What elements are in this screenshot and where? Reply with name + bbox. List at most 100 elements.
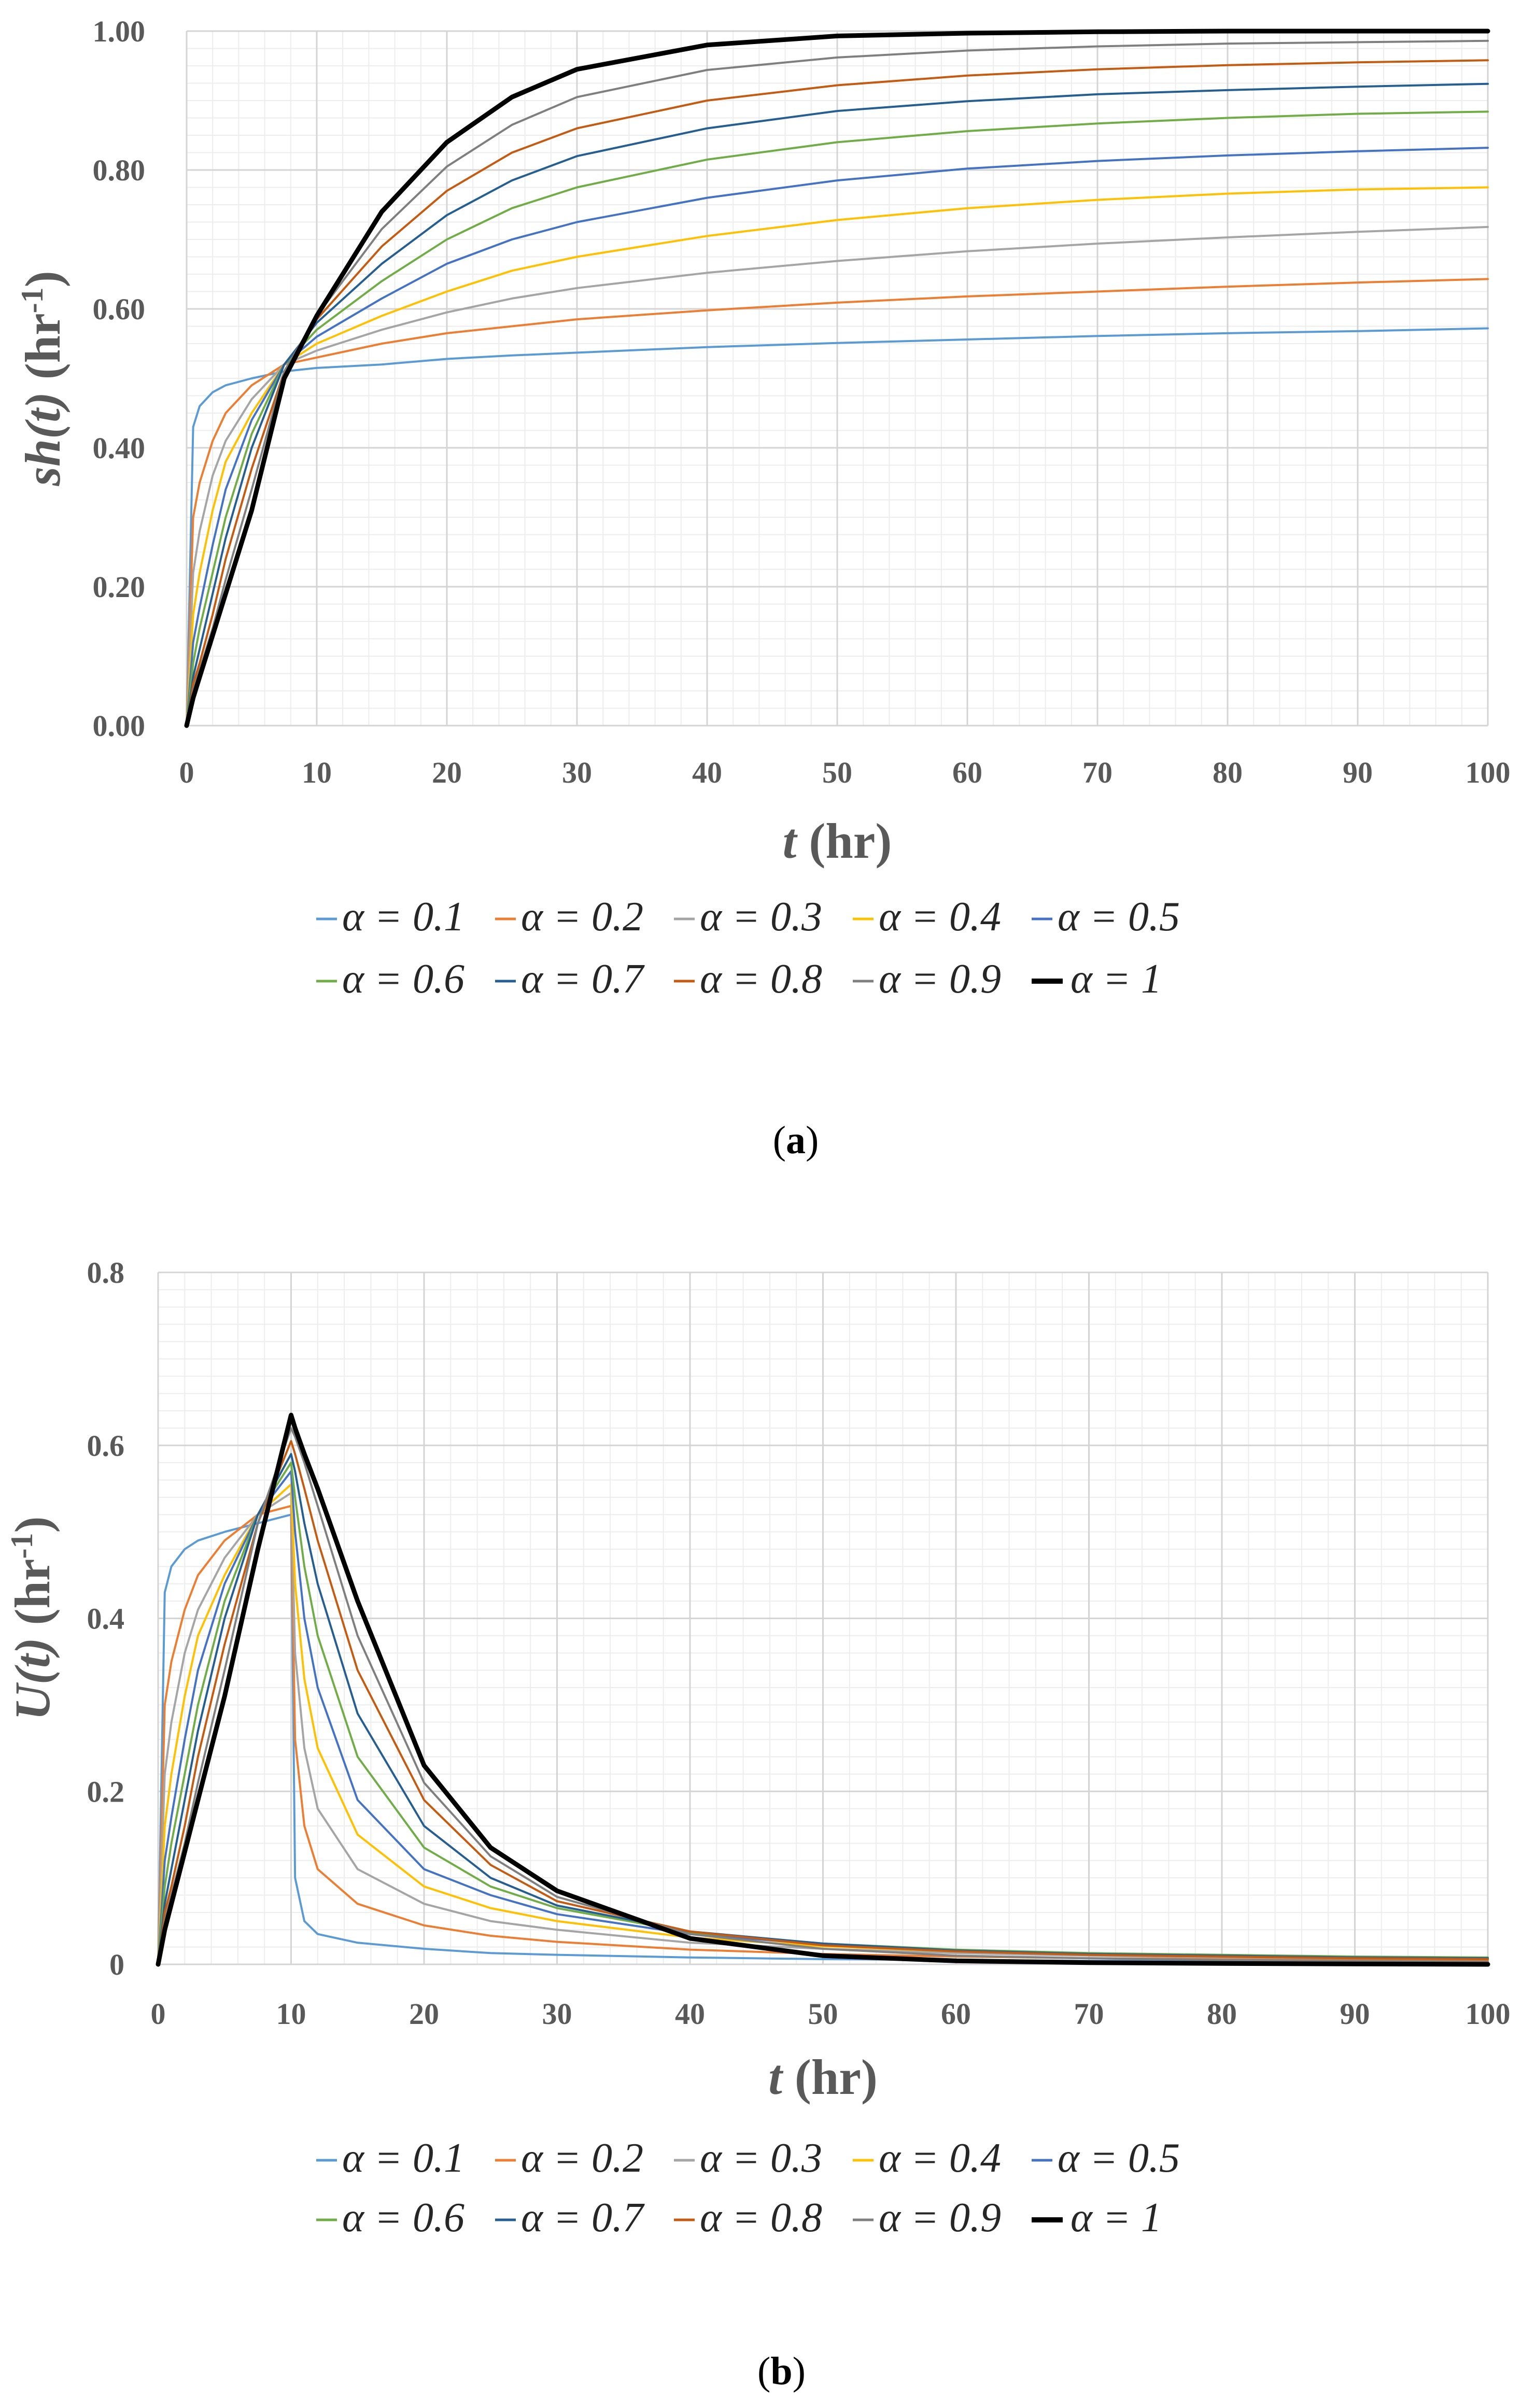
series-line-8 bbox=[157, 1440, 1489, 1965]
legend-label: α = 0.1 bbox=[342, 894, 464, 940]
x-tick-label: 0 bbox=[179, 756, 194, 789]
x-tick-label: 30 bbox=[562, 756, 592, 789]
y-axis-title: U(t) (hr-1) bbox=[5, 1517, 60, 1721]
legend-label: α = 0.7 bbox=[521, 956, 645, 1002]
x-tick-label: 0 bbox=[151, 1997, 166, 2031]
y-tick-label: 0 bbox=[109, 1948, 124, 1981]
legend-label: α = 0.4 bbox=[879, 2135, 1001, 2181]
x-tick-label: 10 bbox=[302, 756, 332, 789]
legend-item: α = 0.4 bbox=[853, 894, 1001, 940]
legend-item: α = 1 bbox=[1032, 956, 1162, 1002]
legend-label: α = 0.3 bbox=[700, 894, 822, 940]
legend-label: α = 0.6 bbox=[342, 956, 464, 1002]
y-tick-label: 0.20 bbox=[93, 570, 146, 604]
series-line-9 bbox=[157, 1427, 1489, 1965]
legend-label: α = 1 bbox=[1071, 956, 1162, 1002]
x-tick-label: 90 bbox=[1340, 1997, 1370, 2031]
x-tick-label: 60 bbox=[952, 756, 982, 789]
y-tick-label: 0.80 bbox=[93, 153, 146, 187]
legend: α = 0.1 α = 0.2 α = 0.3 α = 0.4 α = 0.5 α = 0… bbox=[316, 2135, 1180, 2241]
legend-item: α = 0.9 bbox=[853, 2195, 1001, 2241]
legend-label: α = 0.5 bbox=[1058, 2135, 1180, 2181]
legend-label: α = 0.9 bbox=[879, 956, 1001, 1002]
legend-item: α = 0.8 bbox=[674, 956, 822, 1002]
series-line-3 bbox=[186, 225, 1489, 727]
legend-item: α = 0.1 bbox=[316, 2135, 464, 2181]
x-tick-label: 50 bbox=[822, 756, 852, 789]
legend-item: α = 0.9 bbox=[853, 956, 1001, 1002]
series-line-10 bbox=[184, 29, 1490, 728]
x-tick-label: 80 bbox=[1213, 756, 1243, 789]
series-line-8 bbox=[186, 59, 1489, 727]
x-tick-label: 50 bbox=[808, 1997, 838, 2031]
legend-label: α = 0.8 bbox=[700, 956, 822, 1002]
legend-item: α = 0.8 bbox=[674, 2195, 822, 2241]
legend-item: α = 0.6 bbox=[316, 2195, 464, 2241]
series-line-6 bbox=[186, 110, 1489, 727]
y-tick-label: 0.4 bbox=[87, 1602, 125, 1636]
major-grid bbox=[157, 1271, 1489, 1965]
legend-item: α = 1 bbox=[1032, 2195, 1162, 2241]
x-tick-label: 100 bbox=[1466, 756, 1511, 789]
series-lines bbox=[156, 1412, 1490, 1967]
legend-item: α = 0.4 bbox=[853, 2135, 1001, 2181]
x-tick-label: 100 bbox=[1466, 1997, 1511, 2031]
x-tick-label: 20 bbox=[409, 1997, 439, 2031]
x-tick-label: 20 bbox=[432, 756, 462, 789]
legend-item: α = 0.5 bbox=[1032, 2135, 1180, 2181]
x-tick-label: 10 bbox=[276, 1997, 306, 2031]
legend-item: α = 0.6 bbox=[316, 956, 464, 1002]
x-tick-label: 80 bbox=[1207, 1997, 1237, 2031]
y-tick-label: 0.00 bbox=[93, 709, 146, 743]
chart-panel-a: 0 10 20 30 40 50 60 70 80 90 100 0.00 0.20 0.40 0.60 0.… bbox=[15, 15, 1511, 1162]
y-tick-label: 0.6 bbox=[87, 1429, 125, 1463]
x-tick-label: 30 bbox=[542, 1997, 572, 2031]
y-axis-title: sh(t) (hr-1) bbox=[15, 271, 71, 486]
y-tick-label: 0.60 bbox=[93, 292, 146, 326]
x-axis-title: t (hr) bbox=[768, 2049, 878, 2105]
legend-label: α = 1 bbox=[1071, 2195, 1162, 2241]
legend: α = 0.1 α = 0.2 α = 0.3 α = 0.4 α = 0.5 α = 0… bbox=[316, 894, 1180, 1002]
x-tick-label: 40 bbox=[692, 756, 722, 789]
legend-item: α = 0.2 bbox=[495, 2135, 643, 2181]
x-tick-label: 90 bbox=[1343, 756, 1373, 789]
legend-item: α = 0.3 bbox=[674, 894, 822, 940]
series-line-5 bbox=[186, 147, 1489, 727]
x-tick-label: 40 bbox=[675, 1997, 705, 2031]
series-line-2 bbox=[186, 278, 1489, 727]
legend-item: α = 0.7 bbox=[495, 2195, 645, 2241]
y-tick-label: 0.8 bbox=[87, 1256, 125, 1290]
x-tick-label: 60 bbox=[941, 1997, 971, 2031]
legend-item: α = 0.5 bbox=[1032, 894, 1180, 940]
series-lines bbox=[184, 29, 1490, 728]
series-line-1 bbox=[186, 327, 1489, 727]
panel-caption: (b) bbox=[757, 2349, 806, 2393]
legend-label: α = 0.8 bbox=[700, 2195, 822, 2241]
legend-item: α = 0.7 bbox=[495, 956, 645, 1002]
legend-label: α = 0.2 bbox=[521, 894, 643, 940]
legend-label: α = 0.4 bbox=[879, 894, 1001, 940]
x-tick-label: 70 bbox=[1082, 756, 1112, 789]
legend-label: α = 0.3 bbox=[700, 2135, 822, 2181]
x-tick-label: 70 bbox=[1074, 1997, 1104, 2031]
y-tick-label: 1.00 bbox=[93, 15, 146, 48]
series-line-7 bbox=[186, 82, 1489, 727]
legend-label: α = 0.5 bbox=[1058, 894, 1180, 940]
legend-label: α = 0.6 bbox=[342, 2195, 464, 2241]
series-line-4 bbox=[186, 186, 1489, 727]
x-axis-title: t (hr) bbox=[783, 813, 892, 869]
panel-caption: (a) bbox=[773, 1118, 819, 1162]
chart-panel-b: 0 10 20 30 40 50 60 70 80 90 100 0 0.2 0.4 0.6 0.8 t (hr… bbox=[5, 1256, 1511, 2393]
y-tick-label: 0.2 bbox=[87, 1775, 125, 1808]
series-line-10 bbox=[156, 1412, 1490, 1967]
legend-label: α = 0.1 bbox=[342, 2135, 464, 2181]
legend-item: α = 0.3 bbox=[674, 2135, 822, 2181]
legend-label: α = 0.2 bbox=[521, 2135, 643, 2181]
legend-item: α = 0.2 bbox=[495, 894, 643, 940]
legend-label: α = 0.7 bbox=[521, 2195, 645, 2241]
series-line-3 bbox=[157, 1492, 1489, 1965]
legend-label: α = 0.9 bbox=[879, 2195, 1001, 2241]
legend-item: α = 0.1 bbox=[316, 894, 464, 940]
y-tick-label: 0.40 bbox=[93, 431, 146, 465]
